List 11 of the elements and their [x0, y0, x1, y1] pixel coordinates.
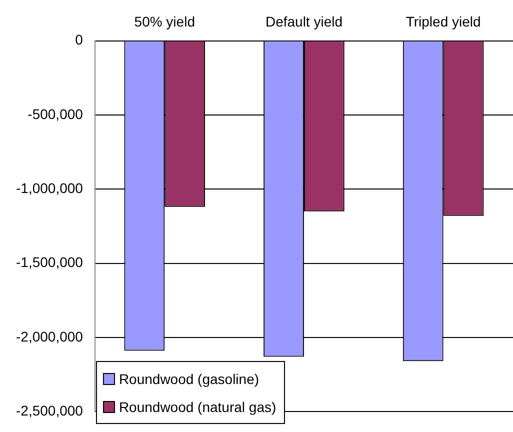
x-tick-label: Default yield	[265, 13, 342, 30]
y-tick-label: 0	[75, 32, 84, 48]
x-tick-label: 50% yield	[134, 13, 195, 30]
y-tick-label: -500,000	[28, 106, 84, 122]
legend-label: Roundwood (natural gas)	[118, 398, 276, 417]
legend-label: Roundwood (gasoline)	[118, 370, 260, 389]
x-tick-label: Tripled yield	[406, 13, 481, 30]
y-tick-label: -1,500,000	[16, 254, 84, 270]
y-tick-label: -2,000,000	[16, 328, 84, 344]
y-tick-label: -1,000,000	[16, 180, 84, 196]
y-tick-label: -2,500,000	[16, 402, 84, 418]
